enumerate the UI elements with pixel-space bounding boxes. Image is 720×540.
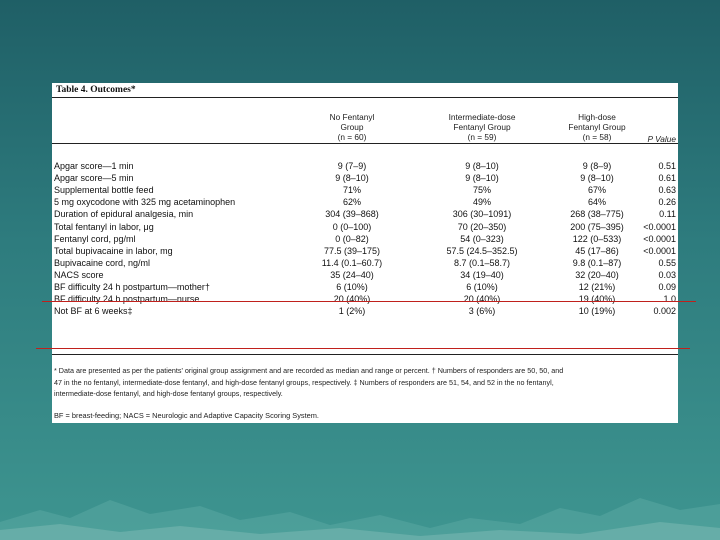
cell-no-fentanyl: 0 (0–82) — [335, 233, 369, 244]
table-top-rule — [52, 97, 678, 98]
row-label: Total fentanyl in labor, μg — [54, 221, 154, 232]
header-rule — [52, 143, 678, 144]
cell-no-fentanyl: 71% — [342, 185, 361, 196]
row-label: Supplemental bottle feed — [54, 185, 154, 196]
column-header-intermediate-dose: Intermediate-dose Fentanyl Group (n = 59… — [448, 112, 516, 142]
cell-p-value: 0.26 — [658, 197, 676, 208]
cell-high-dose: 9 (8–9) — [582, 161, 612, 171]
row-label: Apgar score—5 min — [54, 173, 134, 184]
table-row: Apgar score—1 min 9 (7–9) 9 (8–10) 9 (8–9) 0… — [52, 160, 678, 172]
cell-no-fentanyl: 77.5 (39–175) — [323, 245, 381, 256]
cell-intermediate-dose: 54 (0–323) — [460, 233, 504, 244]
cell-no-fentanyl: 6 (10%) — [336, 282, 368, 292]
cell-p-value: 0.61 — [658, 173, 676, 184]
cell-p-value: 1.0 — [663, 294, 676, 305]
table-row: Apgar score—5 min 9 (8–10) 9 (8–10) 9 (8–10… — [52, 172, 678, 184]
cell-intermediate-dose: 3 (6%) — [468, 306, 496, 317]
cell-high-dose: 200 (75–395) — [570, 221, 624, 232]
cell-intermediate-dose: 75% — [472, 185, 491, 196]
row-label: NACS score — [54, 269, 104, 280]
mountain-decoration — [0, 498, 720, 540]
cell-high-dose: 9 (8–10) — [580, 173, 614, 184]
cell-p-value: 0.03 — [658, 269, 676, 280]
cell-no-fentanyl: 0 (0–100) — [332, 221, 372, 232]
cell-intermediate-dose: 20 (40%) — [463, 294, 501, 305]
cell-p-value: 0.11 — [659, 209, 676, 220]
cell-no-fentanyl: 1 (2%) — [338, 306, 366, 317]
cell-intermediate-dose: 8.7 (0.1–58.7) — [453, 257, 511, 268]
row-label: Bupivacaine cord, ng/ml — [54, 257, 151, 268]
table-title: Table 4. Outcomes* — [56, 85, 136, 95]
cell-high-dose: 122 (0–533) — [572, 233, 622, 244]
red-highlight-line-bottom — [36, 348, 690, 349]
cell-no-fentanyl: 35 (24–40) — [330, 269, 374, 280]
table-row: BF difficulty 24 h postpartum—mother† 6 (… — [52, 281, 678, 293]
cell-high-dose: 268 (38–775) — [570, 209, 624, 220]
row-label: Apgar score—1 min — [54, 161, 134, 171]
row-label: BF difficulty 24 h postpartum—nurse — [54, 294, 200, 305]
cell-high-dose: 10 (19%) — [578, 306, 616, 317]
cell-intermediate-dose: 6 (10%) — [466, 282, 498, 292]
cell-high-dose: 9.8 (0.1–87) — [572, 257, 622, 268]
cell-high-dose: 45 (17–86) — [575, 245, 619, 256]
row-label: Not BF at 6 weeks‡ — [54, 306, 133, 317]
row-label: 5 mg oxycodone with 325 mg acetaminophen — [54, 197, 236, 208]
cell-intermediate-dose: 70 (20–350) — [457, 221, 507, 232]
column-header-no-fentanyl: No Fentanyl Group (n = 60) — [329, 112, 375, 142]
cell-p-value: <0.0001 — [643, 233, 676, 244]
cell-p-value: 0.002 — [653, 306, 676, 317]
row-label: Fentanyl cord, pg/ml — [54, 233, 136, 244]
row-label: Duration of epidural analgesia, min — [54, 209, 194, 220]
cell-p-value: <0.0001 — [643, 245, 676, 256]
cell-intermediate-dose: 306 (30–1091) — [452, 209, 512, 220]
table-row: Fentanyl cord, pg/ml 0 (0–82) 54 (0–323) 12… — [52, 233, 678, 245]
table-row: 5 mg oxycodone with 325 mg acetaminophen… — [52, 196, 678, 208]
cell-intermediate-dose: 9 (8–10) — [465, 161, 499, 171]
cell-p-value: 0.55 — [658, 257, 676, 268]
cell-no-fentanyl: 11.4 (0.1–60.7) — [321, 257, 383, 268]
cell-intermediate-dose: 49% — [472, 197, 491, 208]
cell-intermediate-dose: 9 (8–10) — [465, 173, 499, 184]
table-row: Total bupivacaine in labor, mg 77.5 (39–1… — [52, 245, 678, 257]
table-row: Bupivacaine cord, ng/ml 11.4 (0.1–60.7) 8.… — [52, 257, 678, 269]
row-label: BF difficulty 24 h postpartum—mother† — [54, 282, 210, 292]
cell-high-dose: 32 (20–40) — [575, 269, 619, 280]
row-label: Total bupivacaine in labor, mg — [54, 245, 173, 256]
table-row: Supplemental bottle feed 71% 75% 67% 0.63 — [52, 184, 678, 196]
table-row: Total fentanyl in labor, μg 0 (0–100) 70 (… — [52, 221, 678, 233]
column-header-high-dose: High-dose Fentanyl Group (n = 58) — [568, 112, 626, 142]
red-highlight-line-top — [42, 301, 696, 302]
abbreviations-note: BF = breast-feeding; NACS = Neurologic a… — [54, 411, 319, 420]
table-footnote: * Data are presented as per the patients… — [54, 366, 564, 398]
cell-no-fentanyl: 9 (8–10) — [335, 173, 369, 184]
outcomes-table-card: Table 4. Outcomes* No Fentanyl Group (n … — [52, 83, 678, 423]
cell-no-fentanyl: 20 (40%) — [333, 294, 371, 305]
column-header-p-value: P Value — [647, 134, 676, 144]
cell-high-dose: 64% — [587, 197, 606, 208]
cell-no-fentanyl: 62% — [342, 197, 361, 208]
cell-p-value: 0.63 — [658, 185, 676, 196]
cell-p-value: <0.0001 — [643, 221, 676, 232]
cell-no-fentanyl: 9 (7–9) — [337, 161, 367, 171]
cell-intermediate-dose: 57.5 (24.5–352.5) — [446, 245, 518, 256]
table-row: NACS score 35 (24–40) 34 (19–40) 32 (20–40)… — [52, 269, 678, 281]
cell-high-dose: 12 (21%) — [578, 282, 616, 292]
cell-high-dose: 67% — [587, 185, 606, 196]
table-row: BF difficulty 24 h postpartum—nurse 20 (4… — [52, 293, 678, 305]
cell-high-dose: 19 (40%) — [578, 294, 616, 305]
body-rule — [52, 354, 678, 355]
table-row: Duration of epidural analgesia, min 304 (… — [52, 208, 678, 220]
cell-no-fentanyl: 304 (39–868) — [325, 209, 379, 220]
cell-p-value: 0.09 — [658, 282, 676, 292]
table-row: Not BF at 6 weeks‡ 1 (2%) 3 (6%) 10 (19%) 0.… — [52, 305, 678, 317]
cell-p-value: 0.51 — [658, 161, 676, 171]
cell-intermediate-dose: 34 (19–40) — [460, 269, 504, 280]
